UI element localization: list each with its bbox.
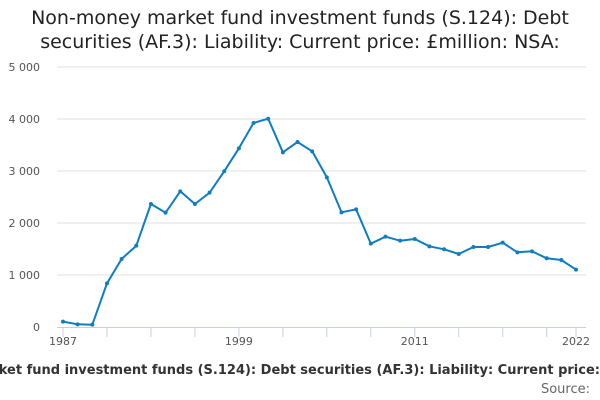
data-point [148,202,153,207]
data-point [530,249,535,254]
line-chart: 0 1 000 2 000 3 000 4 000 5 000 1987 1999 2011 20… [9,61,591,348]
data-point [192,202,197,207]
data-point [368,241,373,246]
data-point [486,245,491,250]
chart-source: Source: [540,382,590,397]
data-point [222,169,227,174]
data-point [280,150,285,155]
data-point [104,281,109,286]
data-point [236,146,241,151]
data-point [61,319,65,324]
data-point [266,116,271,121]
data-point [134,243,139,248]
y-tick-label: 0 [33,321,40,334]
y-tick-label: 3 000 [9,165,41,178]
y-tick-label: 1 000 [9,269,41,282]
y-tick-label: 4 000 [9,113,41,126]
y-tick-label: 2 000 [9,217,41,230]
data-point [90,322,95,327]
data-point [456,251,461,256]
data-point [471,245,476,250]
data-point [75,322,80,327]
data-point [339,210,344,215]
data-point [383,234,388,239]
data-point [574,267,578,272]
data-point [515,250,520,255]
data-point [559,258,564,263]
data-point [324,175,329,180]
data-point [163,210,168,215]
data-point [119,256,124,261]
x-tick-label: 1999 [225,335,253,348]
data-point [354,207,359,212]
data-point [295,139,300,144]
x-tick-label: 2022 [562,335,590,348]
chart-title: Non-money market fund investment funds (… [31,7,569,53]
x-tick-label: 2011 [401,335,429,348]
data-point [442,247,447,252]
data-point [178,189,183,194]
series-line [62,117,577,326]
data-point [427,244,432,249]
data-point [310,149,315,154]
chart-subtitle: market fund investment funds (S.124): De… [0,363,600,378]
data-point [398,238,403,243]
x-tick-label: 1987 [49,335,77,348]
data-point [251,121,256,126]
data-point [500,240,505,245]
y-tick-label: 5 000 [9,61,41,74]
data-point [544,256,549,261]
data-point [412,237,417,242]
data-point [207,190,212,195]
